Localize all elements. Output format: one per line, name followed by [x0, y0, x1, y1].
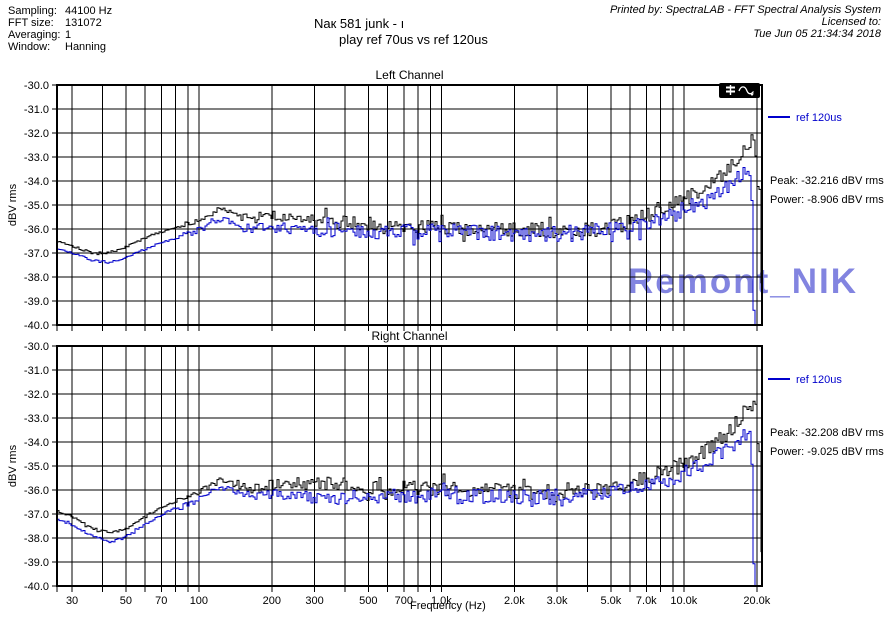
plot-overlay-toolbar[interactable] — [719, 83, 760, 98]
legend-right-channel: ref 120us — [768, 374, 842, 386]
legend-left-channel: ref 120us — [768, 112, 842, 124]
legend-label: ref 120us — [796, 112, 842, 124]
param-label: FFT size: — [8, 17, 54, 29]
svg-text:50: 50 — [120, 595, 132, 607]
fader-icon — [726, 85, 735, 95]
svg-text:-31.0: -31.0 — [24, 104, 49, 116]
sine-wave-icon — [738, 86, 754, 96]
licensed-to-line: Licensed to: — [821, 16, 881, 28]
param-row: FFT size: 131072 — [8, 17, 112, 29]
svg-text:-34.0: -34.0 — [24, 176, 49, 188]
param-row: Sampling: 44100 Hz — [8, 5, 112, 17]
svg-text:1.0k: 1.0k — [431, 595, 452, 607]
legend-line — [768, 378, 790, 380]
power-value-left: Power: -8.906 dBV rms — [770, 194, 884, 206]
grid — [57, 85, 762, 325]
series-ref-120us — [57, 429, 756, 586]
svg-text:-39.0: -39.0 — [24, 557, 49, 569]
svg-text:-39.0: -39.0 — [24, 296, 49, 308]
plot-border — [56, 345, 763, 587]
y-tick-labels: -30.0 -31.0 -32.0 -33.0 -34.0 -35.0 -36.0 -37.0… — [24, 80, 49, 332]
svg-text:-35.0: -35.0 — [24, 200, 49, 212]
svg-text:-37.0: -37.0 — [24, 509, 49, 521]
svg-text:500: 500 — [359, 595, 377, 607]
svg-text:-33.0: -33.0 — [24, 152, 49, 164]
y-axis-label-right: dBV rms — [7, 444, 19, 488]
svg-text:700: 700 — [395, 595, 413, 607]
svg-text:-38.0: -38.0 — [24, 272, 49, 284]
svg-text:200: 200 — [263, 595, 281, 607]
param-row: Window: Hanning — [8, 41, 112, 53]
svg-text:5.0k: 5.0k — [600, 595, 621, 607]
svg-text:-40.0: -40.0 — [24, 320, 49, 332]
svg-text:30: 30 — [66, 595, 78, 607]
svg-text:-32.0: -32.0 — [24, 128, 49, 140]
axis-ticks — [52, 84, 758, 331]
svg-text:3.0k: 3.0k — [547, 595, 568, 607]
svg-text:-31.0: -31.0 — [24, 365, 49, 377]
plot-border — [56, 84, 763, 326]
svg-text:-36.0: -36.0 — [24, 485, 49, 497]
series-ref-120us — [57, 167, 756, 325]
svg-text:2.0k: 2.0k — [504, 595, 525, 607]
svg-text:300: 300 — [305, 595, 323, 607]
series-play-ref-70us — [57, 400, 762, 553]
svg-text:-36.0: -36.0 — [24, 224, 49, 236]
report-title-line1: Naк 581 junk - ı — [314, 16, 405, 31]
svg-text:100: 100 — [190, 595, 208, 607]
y-tick-labels: -30.0 -31.0 -32.0 -33.0 -34.0 -35.0 -36.0 -37.0… — [24, 341, 49, 593]
param-value: 131072 — [65, 17, 102, 29]
analysis-params: Sampling: 44100 Hz FFT size: 131072 Averag… — [8, 5, 112, 53]
y-axis-label-left: dBV rms — [7, 183, 19, 227]
svg-text:7.0k: 7.0k — [636, 595, 657, 607]
peak-value-left: Peak: -32.216 dBV rms — [770, 175, 884, 187]
watermark: Remont_NIK — [628, 262, 859, 301]
peak-value-right: Peak: -32.208 dBV rms — [770, 427, 884, 439]
param-value: 44100 Hz — [65, 5, 113, 17]
axis-ticks — [52, 345, 758, 592]
left-channel-title: Left Channel — [375, 68, 444, 82]
param-label: Sampling: — [8, 5, 57, 17]
printed-by-block: Printed by: SpectraLAB - FFT Spectral An… — [610, 4, 881, 40]
svg-text:70: 70 — [155, 595, 167, 607]
x-axis-label: Frequency (Hz) — [410, 600, 486, 612]
right-channel-title: Right Channel — [371, 329, 448, 343]
svg-text:-38.0: -38.0 — [24, 533, 49, 545]
svg-text:-30.0: -30.0 — [24, 80, 49, 92]
svg-text:-30.0: -30.0 — [24, 341, 49, 353]
param-label: Window: — [8, 41, 51, 53]
svg-text:-32.0: -32.0 — [24, 389, 49, 401]
print-date-line: Tue Jun 05 21:34:34 2018 — [753, 28, 881, 40]
power-value-right: Power: -9.025 dBV rms — [770, 446, 884, 458]
svg-text:10.0k: 10.0k — [670, 595, 697, 607]
svg-text:-33.0: -33.0 — [24, 413, 49, 425]
legend-line — [768, 116, 790, 118]
series-play-ref-70us — [57, 134, 762, 284]
svg-text:-40.0: -40.0 — [24, 581, 49, 593]
svg-text:-37.0: -37.0 — [24, 248, 49, 260]
grid — [57, 346, 762, 586]
svg-text:-35.0: -35.0 — [24, 461, 49, 473]
param-row: Averaging: 1 — [8, 29, 112, 41]
param-label: Averaging: — [8, 29, 61, 41]
legend-label: ref 120us — [796, 374, 842, 386]
svg-text:20.0k: 20.0k — [743, 595, 770, 607]
param-value: Hanning — [65, 41, 106, 53]
chart-left-channel: -30.0 -31.0 -32.0 -33.0 -34.0 -35.0 -36.0 -37.0… — [24, 80, 763, 332]
param-value: 1 — [65, 29, 72, 41]
x-tick-labels: 30 50 70 100 200 300 500 700 1.0k 2.0k 3.0k 5.0k 7.0… — [66, 595, 771, 607]
report-title-line2: play ref 70us vs ref 120us — [339, 32, 488, 47]
printed-by-line: Printed by: SpectraLAB - FFT Spectral An… — [609, 4, 881, 16]
chart-right-channel: -30.0 -31.0 -32.0 -33.0 -34.0 -35.0 -36.0 -37.0… — [24, 341, 771, 607]
svg-text:-34.0: -34.0 — [24, 437, 49, 449]
